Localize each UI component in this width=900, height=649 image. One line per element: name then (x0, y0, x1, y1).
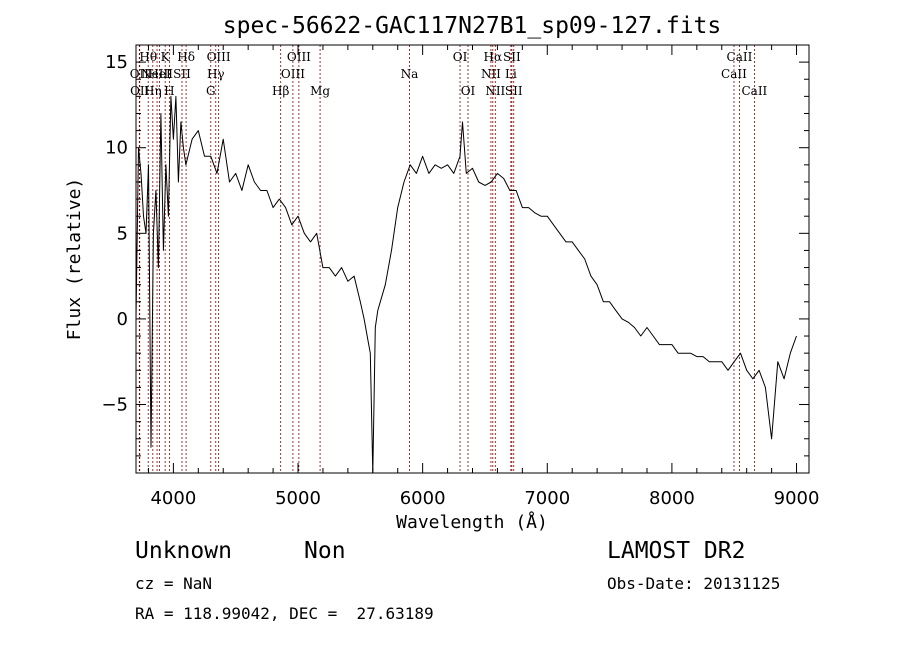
spectral-line-label-14: OIII (281, 67, 305, 81)
spectral-line-label-0: OII (130, 67, 150, 81)
x-tick-label: 8000 (649, 488, 695, 509)
y-axis-label: Flux (relative) (64, 178, 85, 341)
chart-title: spec-56622-GAC117N27B1_sp09-127.fits (223, 13, 722, 39)
spectral-line-label-23: Li (505, 67, 517, 81)
spectral-line-label-3: Hη (144, 84, 162, 98)
spectral-line-label-10: G (206, 84, 216, 98)
spectral-line-label-9: Hδ (177, 50, 195, 64)
spectral-line-label-15: OIII (287, 50, 311, 64)
spectral-line-label-11: Hγ (207, 67, 225, 81)
x-tick-label: 7000 (524, 488, 570, 509)
plot-frame (135, 44, 810, 474)
spectral-line-label-18: OI (453, 50, 468, 64)
spectral-line-label-4: NeIII (141, 67, 173, 81)
y-tick-label: 5 (117, 223, 128, 244)
x-tick-label: 6000 (400, 488, 446, 509)
y-tick-label: 10 (105, 138, 128, 159)
spectral-line-label-19: OI (461, 84, 476, 98)
flux-line (135, 95, 797, 474)
x-tick-label: 5000 (275, 488, 321, 509)
x-tick-label: 9000 (774, 488, 820, 509)
spectral-line-label-8: SII (173, 67, 191, 81)
spectral-line-label-27: CaII (727, 50, 753, 64)
coordinates: RA = 118.99042, DEC = 27.63189 (135, 604, 434, 623)
x-axis: 4000 5000 6000 7000 8000 9000 (147, 45, 820, 509)
spectral-line-label-5: HeI (148, 67, 171, 81)
y-tick-label: 15 (105, 52, 128, 73)
survey-name: LAMOST DR2 (607, 538, 746, 564)
spectral-line-label-2: Hθ (139, 50, 157, 64)
spectral-line-label-6: K (161, 50, 171, 64)
spectral-line-label-22: NII (485, 84, 505, 98)
y-tick-label: 0 (117, 309, 128, 330)
spectral-line-label-17: Na (401, 67, 419, 81)
spectral-line-label-12: OIII (207, 50, 231, 64)
x-tick-label: 4000 (150, 488, 196, 509)
spectral-line-label-1: OII (130, 84, 150, 98)
spectral-line-label-24: SII (503, 50, 521, 64)
spectral-line-label-26: CaII (721, 67, 747, 81)
redshift-value: cz = NaN (135, 574, 213, 593)
spectral-line-markers (138, 45, 755, 473)
spectral-line-label-16: Mg (310, 84, 330, 98)
object-class: Unknown (135, 538, 232, 564)
y-axis: 15 10 5 0 −5 (101, 52, 809, 457)
spectral-line-label-13: Hβ (272, 84, 289, 98)
spectral-line-label-20: NII (481, 67, 501, 81)
spectral-line-label-21: Hα (484, 50, 503, 64)
observation-date: Obs-Date: 20131125 (607, 574, 781, 593)
x-axis-label: Wavelength (Å) (396, 511, 548, 533)
spectral-line-label-25: SII (505, 84, 523, 98)
object-subclass: Non (304, 538, 346, 564)
y-tick-label: −5 (101, 395, 128, 416)
spectral-line-label-7: H (164, 84, 174, 98)
spectral-line-label-28: CaII (741, 84, 767, 98)
flux-series (135, 95, 797, 474)
